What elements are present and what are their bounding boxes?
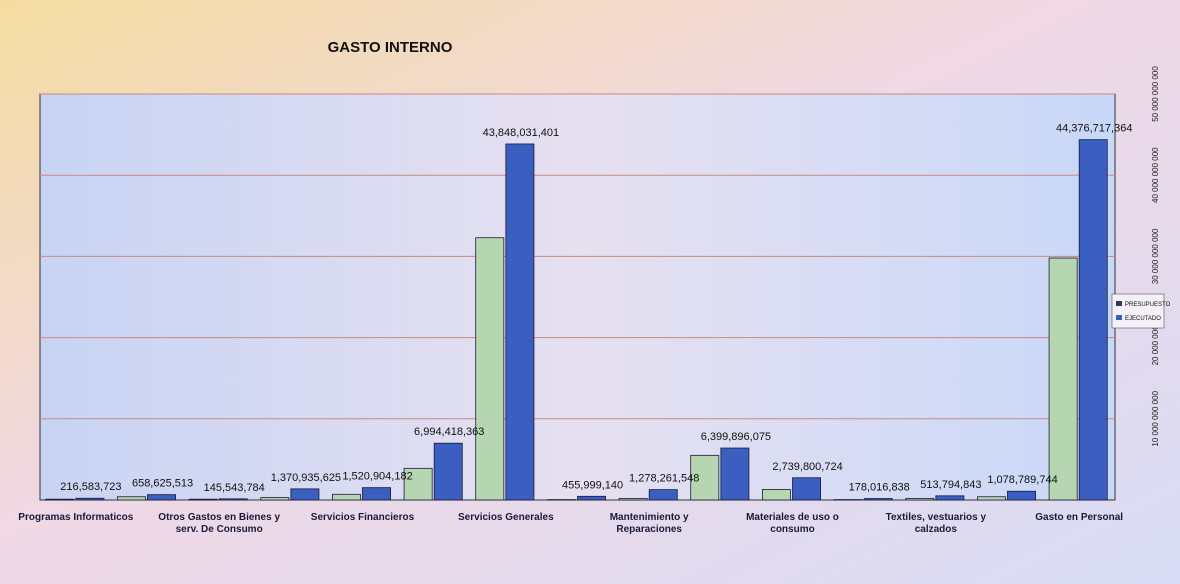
y-tick-label: 20 000 000 000 <box>1151 309 1160 365</box>
plot-area <box>39 93 1116 501</box>
bar <box>188 498 218 501</box>
bar <box>1048 257 1078 501</box>
bar <box>45 498 75 501</box>
data-label: 2,739,800,724 <box>772 461 842 473</box>
bar <box>618 497 648 501</box>
data-label: 513,794,843 <box>920 479 981 491</box>
bar <box>362 487 392 501</box>
y-tick-label: 30 000 000 000 <box>1151 228 1160 284</box>
legend-label: PRESUPUESTO <box>1125 302 1171 308</box>
y-tick-label: 50 000 000 000 <box>1151 66 1160 122</box>
bar <box>935 495 965 501</box>
bar <box>475 237 505 501</box>
x-tick-label: Otros Gastos en Bienes y serv. De Consum… <box>158 512 281 535</box>
data-label: 1,370,935,625 <box>271 472 341 484</box>
legend-label: EJECUTADO <box>1125 316 1161 322</box>
x-tick-label: Gasto en Personal <box>1035 512 1124 523</box>
y-tick-label: 10 000 000 000 <box>1151 390 1160 446</box>
x-tick-label: Programas Informaticos <box>18 512 134 523</box>
data-label: 1,520,904,182 <box>342 471 412 483</box>
bar <box>290 488 320 501</box>
bar <box>648 489 678 501</box>
bar <box>147 494 177 501</box>
data-label: 6,994,418,363 <box>414 426 484 438</box>
data-label: 178,016,838 <box>849 482 910 494</box>
data-label: 1,078,789,744 <box>987 474 1057 486</box>
data-label: 44,376,717,364 <box>1056 123 1132 135</box>
bar <box>331 493 361 501</box>
data-label: 455,999,140 <box>562 479 623 491</box>
x-tick-label: Textiles, vestuarios y calzados <box>885 512 987 535</box>
bar <box>863 498 893 501</box>
x-tick-label: Servicios Financieros <box>310 512 415 523</box>
bar <box>260 497 290 501</box>
data-label: 145,543,784 <box>204 482 265 494</box>
legend-swatch <box>1116 301 1122 306</box>
data-label: 1,278,261,548 <box>629 473 699 485</box>
bar <box>403 467 433 501</box>
data-label: 43,848,031,401 <box>483 127 559 139</box>
bar <box>1007 490 1037 501</box>
bar <box>720 447 750 501</box>
data-label: 658,625,513 <box>132 478 193 490</box>
data-label: 6,399,896,075 <box>701 431 771 443</box>
x-tick-label: Servicios Generales <box>458 512 554 523</box>
bar <box>218 498 248 501</box>
bar <box>577 495 607 501</box>
chart-title: GASTO INTERNO <box>328 39 453 56</box>
x-tick-label: Mantenimiento y Reparaciones <box>609 512 689 535</box>
bar <box>75 497 105 501</box>
bar <box>117 496 146 501</box>
y-tick-label: 40 000 000 000 <box>1151 147 1160 203</box>
bar <box>762 489 791 501</box>
bar <box>977 496 1006 501</box>
bar <box>792 477 822 501</box>
bar <box>690 454 720 501</box>
data-label: 216,583,723 <box>60 481 121 493</box>
bar <box>433 442 463 501</box>
legend-box <box>1111 293 1165 329</box>
bar <box>1078 139 1108 501</box>
legend-swatch <box>1116 315 1122 320</box>
bar <box>505 143 535 501</box>
x-tick-label: Materiales de uso o consumo <box>746 512 839 535</box>
bar <box>905 497 935 501</box>
